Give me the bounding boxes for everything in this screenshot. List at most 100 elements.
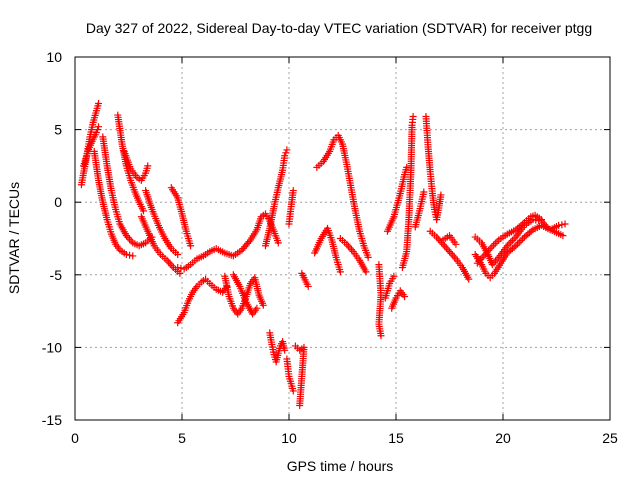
series-track-27 — [398, 113, 417, 272]
data-point — [259, 301, 267, 309]
series-track-20 — [311, 224, 344, 276]
series-track-11 — [174, 275, 231, 327]
series-track-14 — [266, 329, 289, 366]
data-point-fill — [493, 238, 501, 246]
y-tick-labels: -15 -10 -5 0 5 10 — [42, 49, 62, 428]
data-point-fill — [177, 264, 185, 272]
data-point — [437, 191, 445, 199]
series-track-07 — [137, 213, 184, 277]
data-point — [253, 304, 261, 312]
data-point-fill — [527, 227, 535, 235]
data-point-fill — [491, 239, 499, 247]
series-track-09 — [167, 184, 195, 250]
series-track-23 — [375, 261, 385, 340]
data-point — [390, 272, 398, 280]
series-track-19 — [298, 269, 312, 290]
series-track-04 — [99, 133, 156, 250]
series-track-31 — [439, 232, 460, 248]
data-point — [403, 163, 411, 171]
data-point — [409, 113, 417, 121]
y-tick-label: 5 — [54, 122, 62, 138]
x-tick-label: 20 — [495, 430, 511, 446]
data-point — [289, 187, 297, 195]
data-point-fill — [441, 242, 449, 250]
data-point — [129, 252, 137, 260]
data-point-fill — [344, 242, 352, 250]
x-axis-label: GPS time / hours — [287, 458, 394, 474]
series-track-25 — [383, 163, 411, 235]
series-track-03 — [90, 147, 137, 260]
y-tick-label: -15 — [42, 412, 62, 428]
data-point-fill — [505, 240, 513, 248]
data-point-fill — [450, 253, 458, 261]
data-point — [555, 221, 563, 229]
data-point — [362, 268, 370, 276]
y-axis-label: SDTVAR / TECUs — [6, 182, 22, 294]
data-point — [139, 207, 147, 215]
series-track-26 — [388, 287, 409, 312]
data-point — [420, 188, 428, 196]
series-track-29 — [422, 113, 445, 224]
data-point-fill — [514, 240, 522, 248]
data-point — [561, 220, 569, 228]
data-point-fill — [346, 244, 354, 252]
data-points — [77, 99, 569, 409]
data-point-fill — [447, 249, 455, 257]
data-point — [176, 269, 184, 277]
data-point-fill — [517, 237, 525, 245]
series-track-08 — [142, 187, 182, 258]
data-point — [377, 332, 385, 340]
data-point — [95, 99, 103, 107]
data-point — [296, 401, 304, 409]
x-tick-label: 10 — [281, 430, 297, 446]
data-point-fill — [434, 235, 442, 243]
data-point-fill — [519, 235, 527, 243]
x-tick-labels: 0 5 10 15 20 25 — [71, 430, 618, 446]
data-point-fill — [449, 251, 457, 259]
data-point — [122, 250, 130, 258]
series-track-16 — [283, 355, 297, 395]
data-point-fill — [508, 237, 516, 245]
series-track-30 — [426, 227, 473, 283]
series-track-24 — [381, 272, 398, 302]
data-point-fill — [510, 243, 518, 251]
data-point-fill — [510, 235, 518, 243]
data-point — [465, 275, 473, 283]
data-point-fill — [168, 262, 176, 270]
x-tick-label: 25 — [602, 430, 618, 446]
series-track-15 — [261, 146, 291, 250]
data-point — [274, 239, 282, 247]
data-point — [336, 268, 344, 276]
data-point — [304, 282, 312, 290]
data-point — [174, 264, 182, 272]
data-point-fill — [515, 238, 523, 246]
x-tick-label: 0 — [71, 430, 79, 446]
data-point — [538, 216, 546, 224]
data-point — [559, 232, 567, 240]
data-point — [446, 248, 453, 256]
data-point — [281, 346, 289, 354]
series-track-17 — [285, 187, 297, 228]
data-point — [187, 242, 195, 250]
series-track-21 — [313, 131, 372, 261]
series-track-34 — [473, 211, 546, 267]
chart-title: Day 327 of 2022, Sidereal Day-to-day VTE… — [86, 20, 592, 36]
data-point — [144, 162, 152, 170]
data-point-fill — [348, 246, 356, 254]
y-tick-label: -10 — [42, 339, 62, 355]
series-track-22 — [336, 235, 370, 276]
data-point-fill — [245, 238, 253, 246]
data-point — [452, 240, 460, 248]
data-point-fill — [126, 251, 134, 259]
data-point — [283, 146, 291, 154]
data-point-fill — [488, 243, 496, 251]
series-track-18 — [291, 342, 308, 409]
data-point-fill — [165, 258, 173, 266]
series-track-13 — [229, 271, 261, 318]
series-track-06 — [120, 147, 152, 184]
data-point-fill — [519, 220, 527, 228]
data-point-fill — [490, 241, 498, 249]
data-point-fill — [507, 238, 515, 246]
series-track-28 — [411, 188, 428, 231]
